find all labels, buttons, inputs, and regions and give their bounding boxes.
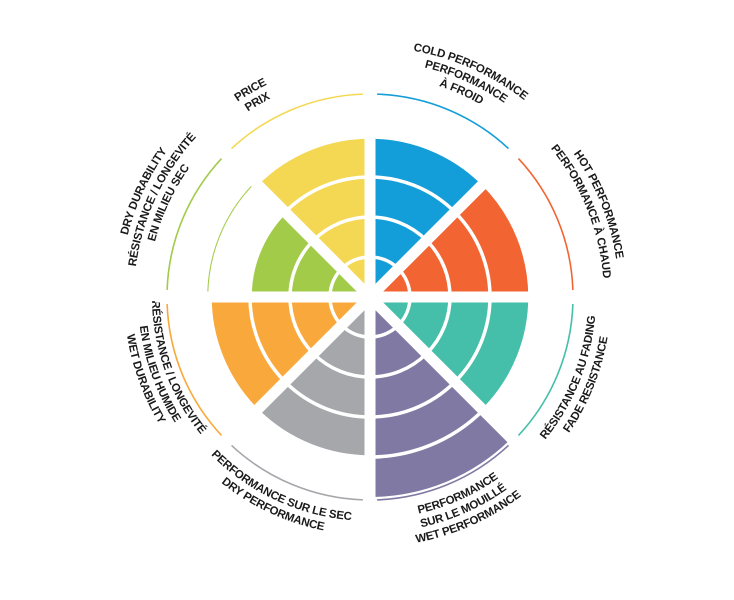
bar-cold bbox=[370, 137, 484, 297]
outer-arc-dry-durability bbox=[166, 158, 223, 290]
outer-arc-cold bbox=[377, 93, 509, 150]
bar-dry-performance bbox=[256, 297, 370, 457]
sector-gap bbox=[214, 141, 526, 453]
outer-arc-wet-performance bbox=[377, 444, 509, 501]
bar-fade bbox=[370, 297, 530, 411]
outer-arc-dry-performance bbox=[231, 444, 363, 501]
bar-dry-durability bbox=[250, 212, 370, 297]
outer-arc-price bbox=[231, 93, 363, 150]
outer-arc-hot bbox=[517, 158, 574, 290]
outer-arc-wet-durability bbox=[166, 304, 223, 436]
outer-arc-fade bbox=[517, 304, 574, 436]
bar-wet-performance bbox=[370, 297, 512, 497]
bar-wet-durability bbox=[210, 297, 370, 411]
bar-hot bbox=[370, 183, 530, 297]
bar-price bbox=[256, 137, 370, 297]
inner-arc-dry-durability bbox=[207, 185, 253, 292]
